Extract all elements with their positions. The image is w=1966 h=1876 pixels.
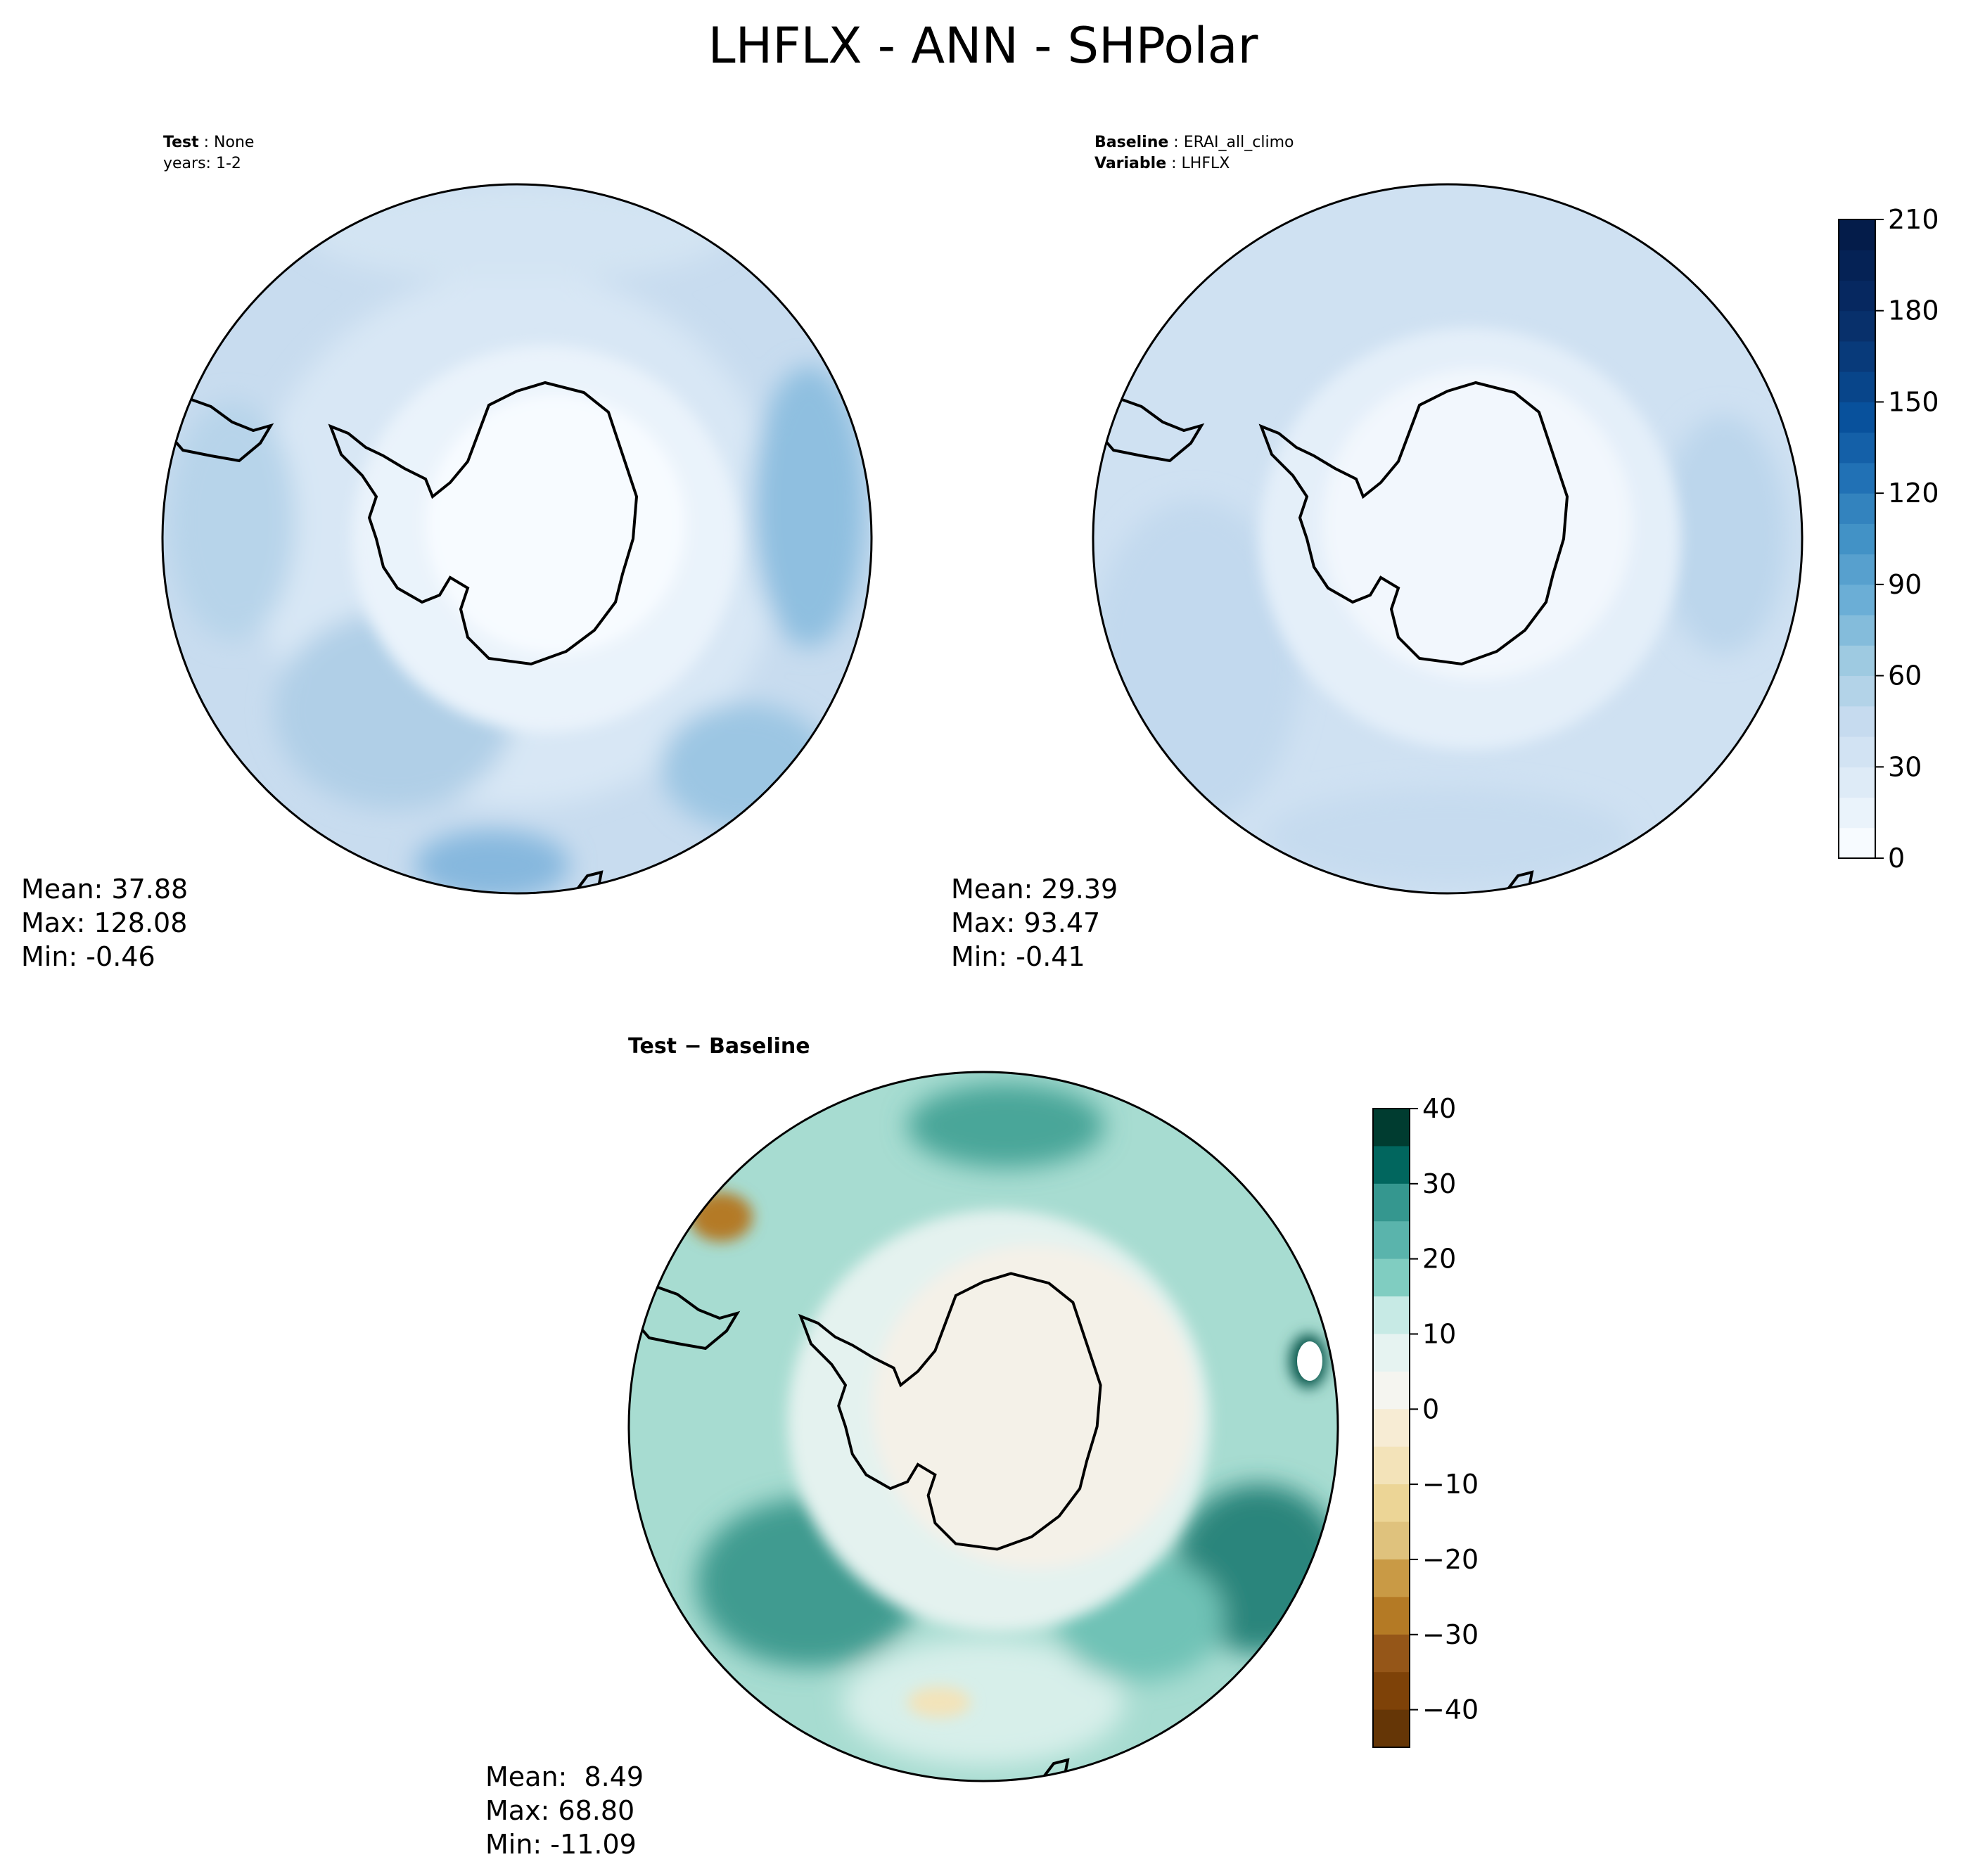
colorbar-brbg-level: [1373, 1672, 1410, 1711]
test-map: [161, 183, 873, 895]
colorbar-brbg-level: [1373, 1296, 1410, 1334]
colorbar-blues-level: [1839, 310, 1875, 342]
colorbar-brbg-level: [1373, 1221, 1410, 1260]
colorbar-brbg-level: [1373, 1183, 1410, 1222]
colorbar-blues-level: [1839, 462, 1875, 494]
colorbar-blues: 0 30 60 90 120 150 180 210: [1838, 204, 1939, 874]
colorbar-brbg-level: [1373, 1334, 1410, 1372]
colorbar-brbg-level: [1373, 1597, 1410, 1635]
colorbar-brbg-ticklabel: 30: [1422, 1168, 1456, 1199]
colorbar-brbg-ticklabel: −40: [1422, 1695, 1479, 1725]
colorbar-brbg-ticklabel: 40: [1422, 1093, 1456, 1124]
colorbar-brbg-level: [1373, 1146, 1410, 1185]
diff-max: Max: 68.80: [485, 1795, 635, 1826]
colorbar-brbg: 40 30 20 10 0 −10 −20 −30 −40: [1372, 1093, 1479, 1748]
colorbar-blues-level: [1839, 340, 1875, 372]
diff-map: [627, 1071, 1339, 1782]
colorbar-blues-level: [1839, 827, 1875, 859]
colorbar-blues-level: [1839, 554, 1875, 585]
colorbar-brbg-level: [1373, 1446, 1410, 1485]
colorbar-blues-level: [1839, 402, 1875, 433]
colorbar-blues-ticklabel: 210: [1888, 204, 1939, 235]
colorbar-blues-level: [1839, 219, 1875, 250]
colorbar-brbg-level: [1373, 1371, 1410, 1410]
test-max: Max: 128.08: [21, 907, 188, 938]
diff-min: Min: -11.09: [485, 1829, 637, 1860]
colorbar-blues-level: [1839, 493, 1875, 524]
colorbar-blues-level: [1839, 432, 1875, 464]
baseline-min: Min: -0.41: [951, 941, 1085, 972]
colorbar-blues-ticklabel: 120: [1888, 478, 1939, 509]
colorbar-blues-level: [1839, 584, 1875, 615]
colorbar-blues-level: [1839, 767, 1875, 798]
colorbar-brbg-ticklabel: −10: [1422, 1469, 1479, 1500]
test-label-key: Test: [163, 134, 199, 151]
diff-title: Test − Baseline: [628, 1034, 810, 1059]
colorbar-brbg-ticklabel: −20: [1422, 1544, 1479, 1575]
colorbar-blues-level: [1839, 797, 1875, 829]
test-stats: Mean: 37.88 Max: 128.08 Min: -0.46: [21, 872, 188, 974]
colorbar-brbg-level: [1373, 1409, 1410, 1448]
colorbar-brbg-ticklabel: 20: [1422, 1244, 1456, 1275]
variable-label-key: Variable: [1094, 155, 1167, 172]
colorbar-blues-level: [1839, 523, 1875, 555]
colorbar-blues-level: [1839, 645, 1875, 677]
colorbar-brbg-ticklabel: −30: [1422, 1619, 1479, 1650]
colorbar-brbg-level: [1373, 1521, 1410, 1560]
baseline-header: Baseline : ERAI_all_climo Variable : LHF…: [1094, 134, 1294, 172]
colorbar-brbg-level: [1373, 1484, 1410, 1523]
colorbar-blues-ticklabel: 30: [1888, 751, 1922, 782]
diff-stats: Mean: 8.49 Max: 68.80 Min: -11.09: [485, 1760, 644, 1861]
colorbar-brbg-level: [1373, 1258, 1410, 1297]
colorbar-brbg-ticklabel: 10: [1422, 1318, 1456, 1349]
baseline-label-value: ERAI_all_climo: [1183, 134, 1294, 151]
colorbar-brbg-level: [1373, 1634, 1410, 1673]
colorbar-blues-ticklabel: 180: [1888, 295, 1939, 326]
colorbar-blues-level: [1839, 250, 1875, 281]
figure-title: LHFLX - ANN - SHPolar: [708, 17, 1258, 75]
colorbar-blues-level: [1839, 280, 1875, 312]
colorbar-blues-level: [1839, 675, 1875, 707]
colorbar-blues-frame: [1838, 219, 1876, 859]
variable-label-value: LHFLX: [1181, 155, 1230, 172]
colorbar-blues-ticklabel: 90: [1888, 569, 1922, 600]
colorbar-blues-ticklabel: 0: [1888, 843, 1905, 874]
diff-mean: Mean: 8.49: [485, 1761, 644, 1792]
colorbar-blues-level: [1839, 371, 1875, 402]
test-label-value: None: [214, 134, 255, 151]
baseline-stats: Mean: 29.39 Max: 93.47 Min: -0.41: [951, 872, 1118, 974]
colorbar-brbg-level: [1373, 1709, 1410, 1748]
colorbar-blues-level: [1839, 706, 1875, 737]
colorbar-blues-ticklabel: 150: [1888, 386, 1939, 417]
colorbar-brbg-ticklabel: 0: [1422, 1393, 1439, 1424]
baseline-map: [1092, 183, 1804, 895]
colorbar-brbg-frame: [1372, 1108, 1410, 1748]
baseline-label-key: Baseline: [1094, 134, 1169, 151]
colorbar-brbg-level: [1373, 1559, 1410, 1597]
test-mean: Mean: 37.88: [21, 874, 189, 905]
test-min: Min: -0.46: [21, 941, 155, 972]
colorbar-blues-level: [1839, 615, 1875, 646]
test-header: Test : None years: 1-2: [163, 132, 254, 174]
baseline-mean: Mean: 29.39: [951, 874, 1118, 905]
colorbar-brbg-level: [1373, 1109, 1410, 1147]
baseline-max: Max: 93.47: [951, 907, 1101, 938]
colorbar-blues-level: [1839, 736, 1875, 767]
test-years: years: 1-2: [163, 155, 241, 172]
colorbar-blues-ticklabel: 60: [1888, 661, 1922, 691]
